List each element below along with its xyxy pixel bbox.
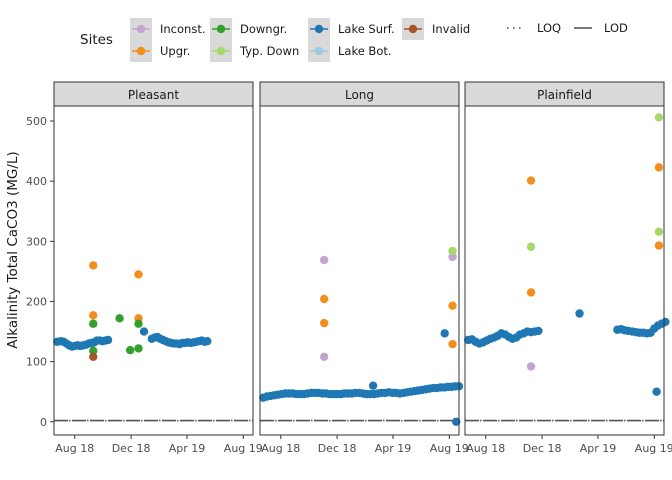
legend-key-point bbox=[136, 46, 146, 56]
data-point-upgr bbox=[448, 301, 457, 310]
y-axis-title: Alkalinity Total CaCO3 (MG/L) bbox=[5, 151, 21, 348]
legend-label-invalid: Invalid bbox=[432, 22, 470, 36]
data-point-lakesurf bbox=[652, 387, 661, 396]
x-tick-label: Aug 19 bbox=[224, 442, 263, 455]
legend-key-point bbox=[314, 24, 324, 34]
panel-border bbox=[259, 105, 460, 436]
data-point-upgr bbox=[89, 261, 98, 270]
panel-border bbox=[53, 105, 254, 436]
facet-panels: 0 100 200 300 400 500 Pleasant Aug 18 Dec 18 Apr … bbox=[26, 81, 672, 455]
y-tick-label: 0 bbox=[40, 416, 47, 429]
data-point-downgr bbox=[89, 319, 98, 328]
x-tick-label: Dec 18 bbox=[523, 442, 562, 455]
y-tick-label: 100 bbox=[26, 356, 47, 369]
y-tick-label: 500 bbox=[26, 115, 47, 128]
data-point-inconst bbox=[526, 362, 536, 371]
data-point-upgr bbox=[654, 241, 664, 250]
panel-border bbox=[464, 105, 665, 436]
x-tick-label: Apr 19 bbox=[580, 442, 617, 455]
y-tick-label: 400 bbox=[26, 175, 47, 188]
x-tick-label: Aug 19 bbox=[635, 442, 672, 455]
legend-item-downgr: Downgr. bbox=[210, 18, 287, 40]
panel-background bbox=[54, 106, 253, 435]
panel-plainfield: Plainfield Aug 18 Dec 18 Apr 19 Aug 19 bbox=[464, 81, 672, 455]
legend-label-inconst: Inconst. bbox=[160, 22, 205, 36]
x-tick-label: Aug 18 bbox=[55, 442, 94, 455]
legend-label-lakesurf: Lake Surf. bbox=[338, 22, 395, 36]
legend-label-lakebot: Lake Bot. bbox=[338, 44, 392, 58]
data-point-downgr bbox=[125, 345, 135, 355]
data-point-upgr bbox=[319, 294, 329, 304]
legend-item-typdown: Typ. Down bbox=[210, 40, 299, 62]
data-point-lakesurf bbox=[103, 335, 113, 345]
x-tick-label: Aug 18 bbox=[466, 442, 505, 455]
data-point-downgr bbox=[134, 344, 143, 353]
legend-item-lakesurf: Lake Surf. bbox=[308, 18, 395, 40]
facet-strip bbox=[259, 81, 460, 107]
panel-background bbox=[465, 106, 664, 435]
y-tick-label: 200 bbox=[26, 295, 47, 308]
data-point-typdown bbox=[526, 242, 536, 251]
legend-key-point bbox=[136, 24, 146, 34]
legend-title: Sites bbox=[80, 32, 113, 48]
facet-strip bbox=[53, 81, 254, 107]
data-point-upgr bbox=[526, 288, 536, 297]
data-point-downgr bbox=[115, 314, 124, 323]
data-point-typdown bbox=[654, 227, 664, 236]
x-tick-label: Apr 19 bbox=[169, 442, 206, 455]
data-point-typdown bbox=[448, 246, 457, 256]
legend-item-inconst: Inconst. bbox=[130, 18, 205, 40]
facet-strip-label: Pleasant bbox=[128, 88, 180, 102]
x-tick-label: Aug 19 bbox=[430, 442, 469, 455]
legend-key-point bbox=[408, 24, 418, 34]
x-tick-label: Dec 18 bbox=[318, 442, 357, 455]
panel-background bbox=[260, 106, 459, 435]
data-point-downgr bbox=[134, 319, 143, 328]
y-tick-label: 300 bbox=[26, 235, 47, 248]
data-point-lakesurf bbox=[440, 329, 449, 338]
data-point-inconst bbox=[319, 255, 329, 265]
data-point-lakesurf bbox=[368, 381, 378, 390]
legend-item-loq: LOQ bbox=[507, 21, 561, 35]
legend-key-point bbox=[216, 24, 226, 34]
data-point-upgr bbox=[89, 311, 98, 320]
legend-key-point bbox=[314, 46, 324, 56]
data-point-lakesurf bbox=[452, 417, 461, 426]
legend-label-downgr: Downgr. bbox=[240, 22, 287, 36]
data-point-inconst bbox=[319, 352, 329, 362]
data-point-upgr bbox=[448, 339, 457, 349]
data-point-upgr bbox=[526, 176, 536, 185]
data-point-lakesurf bbox=[203, 336, 212, 346]
legend-item-lod: LOD bbox=[574, 21, 628, 35]
legend-item-lakebot: Lake Bot. bbox=[308, 40, 392, 62]
x-tick-label: Aug 18 bbox=[261, 442, 300, 455]
data-point-upgr bbox=[134, 270, 143, 279]
data-point-lakesurf bbox=[661, 317, 670, 327]
legend-label-lod: LOD bbox=[604, 21, 628, 35]
data-point-upgr bbox=[319, 318, 329, 328]
data-point-downgr bbox=[89, 346, 98, 355]
facet-strip-label: Plainfield bbox=[537, 88, 592, 102]
data-point-lakesurf bbox=[575, 309, 584, 318]
data-point-inconst bbox=[448, 252, 457, 262]
data-point-invalid bbox=[89, 352, 98, 362]
legend-label-typdown: Typ. Down bbox=[239, 44, 299, 58]
x-tick-label: Apr 19 bbox=[375, 442, 412, 455]
x-tick-label: Dec 18 bbox=[112, 442, 151, 455]
panel-pleasant: Pleasant Aug 18 Dec 18 Apr 19 Aug 19 bbox=[53, 81, 263, 455]
legend: Sites Inconst. Upgr. Downgr. Typ. Down Lake S… bbox=[80, 18, 628, 62]
legend-item-invalid: Invalid bbox=[402, 18, 470, 40]
legend-label-upgr: Upgr. bbox=[160, 44, 190, 58]
panel-long: Long Aug 18 Dec 18 Apr 19 Aug 19 bbox=[259, 81, 469, 455]
data-point-lakesurf bbox=[534, 326, 543, 336]
legend-key-point bbox=[216, 46, 226, 56]
data-point-lakesurf bbox=[139, 327, 149, 336]
data-point-typdown bbox=[654, 113, 664, 122]
data-point-upgr bbox=[654, 163, 664, 172]
facet-strip-label: Long bbox=[345, 88, 374, 102]
legend-item-upgr: Upgr. bbox=[130, 40, 190, 62]
legend-label-loq: LOQ bbox=[537, 21, 561, 35]
